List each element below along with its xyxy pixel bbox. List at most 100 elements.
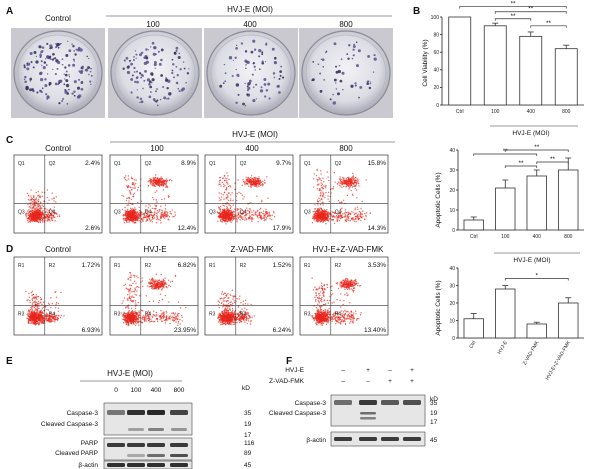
event-dot [322, 220, 324, 223]
event-dot [318, 209, 321, 212]
event-dot [221, 181, 224, 184]
event-dot [125, 214, 127, 217]
event-dot [151, 216, 154, 218]
event-dot [312, 211, 314, 213]
event-dot [130, 312, 133, 315]
event-dot [36, 216, 39, 218]
quadrant-label: Q1 [18, 161, 25, 167]
event-dot [143, 320, 146, 322]
event-dot [169, 281, 172, 283]
event-dot [40, 207, 42, 209]
event-dot [227, 175, 229, 177]
event-dot [165, 181, 168, 183]
event-dot [249, 209, 252, 211]
event-dot [34, 300, 37, 302]
colony [355, 64, 359, 68]
event-dot [132, 207, 134, 210]
event-dot [313, 178, 315, 180]
event-dot [37, 322, 39, 324]
colony [44, 78, 47, 81]
event-dot [236, 209, 239, 211]
event-dot [41, 320, 43, 322]
event-dot [230, 210, 232, 212]
event-dot [362, 215, 364, 217]
event-dot [226, 209, 228, 211]
event-dot [37, 318, 40, 321]
colony [26, 67, 30, 71]
event-dot [35, 207, 37, 209]
event-dot [161, 198, 163, 201]
event-dot [158, 185, 161, 187]
colony [160, 58, 163, 62]
event-dot [250, 219, 252, 221]
event-dot [218, 206, 220, 208]
colony [180, 88, 184, 92]
colony [153, 46, 157, 50]
event-dot [260, 211, 263, 213]
event-dot [345, 220, 347, 222]
event-dot [316, 218, 318, 221]
event-dot [219, 179, 221, 182]
event-dot [316, 209, 319, 211]
colony [136, 76, 139, 79]
event-dot [125, 199, 128, 202]
event-dot [147, 207, 150, 209]
colony [228, 56, 233, 60]
event-dot [124, 179, 127, 181]
event-dot [268, 211, 270, 214]
event-dot [32, 199, 35, 201]
event-dot [36, 302, 39, 305]
event-dot [266, 211, 268, 213]
colony [150, 72, 154, 76]
event-dot [155, 222, 158, 224]
event-dot [129, 215, 131, 218]
event-dot [323, 185, 325, 187]
colony [135, 53, 138, 56]
colony [54, 73, 57, 76]
event-dot [323, 181, 325, 183]
event-dot [319, 216, 322, 219]
event-dot [153, 213, 156, 216]
event-dot [255, 211, 257, 214]
event-dot [39, 218, 42, 221]
event-dot [323, 210, 326, 212]
event-dot [319, 204, 322, 206]
colony [45, 58, 47, 60]
event-dot [33, 208, 36, 210]
event-dot [46, 189, 49, 191]
event-dot [243, 196, 245, 198]
event-dot [42, 312, 44, 315]
event-dot [156, 218, 158, 221]
event-dot [38, 214, 40, 216]
colony [154, 67, 156, 69]
event-dot [164, 217, 166, 219]
colony [50, 46, 53, 50]
event-dot [28, 216, 31, 218]
event-dot [32, 293, 35, 296]
event-dot [158, 177, 161, 180]
bar [554, 48, 578, 106]
petri-dish-rim [210, 34, 292, 112]
event-dot [159, 180, 161, 182]
event-dot [134, 274, 136, 277]
event-dot [170, 316, 173, 319]
event-dot [40, 298, 43, 301]
event-dot [220, 193, 222, 195]
event-dot [125, 287, 127, 289]
facs-plot [13, 154, 103, 234]
colony [255, 98, 258, 100]
event-dot [28, 296, 31, 299]
colony [368, 86, 372, 90]
colony [68, 74, 70, 76]
colony [139, 101, 141, 104]
event-dot [30, 199, 33, 201]
event-dot [321, 183, 324, 186]
colony [40, 52, 42, 55]
event-dot [47, 220, 49, 222]
colony [40, 50, 44, 54]
event-dot [129, 287, 132, 290]
event-dot [28, 212, 30, 214]
event-dot [36, 218, 38, 220]
event-dot [40, 314, 43, 317]
event-dot [315, 211, 317, 213]
